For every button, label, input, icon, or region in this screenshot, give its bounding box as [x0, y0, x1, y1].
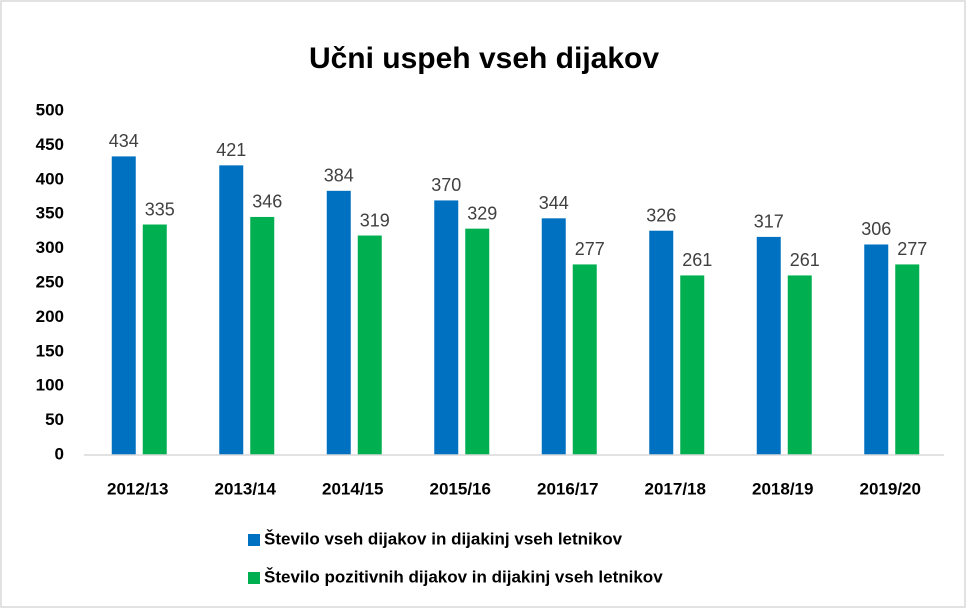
value-label: 329	[467, 203, 497, 223]
value-label: 344	[539, 193, 569, 213]
x-tick-label: 2018/19	[752, 479, 813, 498]
value-label: 384	[324, 166, 354, 186]
bar	[756, 236, 781, 455]
value-label: 261	[790, 250, 820, 270]
bar	[250, 216, 275, 455]
legend-swatch	[248, 534, 260, 546]
bar	[864, 244, 889, 455]
value-label: 434	[109, 131, 139, 151]
x-tick-label: 2013/14	[215, 479, 277, 498]
y-tick-label: 400	[36, 169, 64, 188]
bar	[219, 165, 244, 456]
value-label: 335	[145, 199, 175, 219]
x-tick-label: 2016/17	[537, 479, 598, 498]
y-tick-label: 200	[36, 307, 64, 326]
y-tick-label: 350	[36, 204, 64, 223]
bar	[357, 235, 382, 455]
y-tick-label: 50	[45, 410, 64, 429]
x-tick-label: 2015/16	[430, 479, 491, 498]
value-label: 277	[575, 239, 605, 259]
legend-swatch	[248, 572, 260, 584]
bar	[434, 200, 459, 455]
y-tick-label: 450	[36, 135, 64, 154]
x-tick-label: 2017/18	[645, 479, 706, 498]
value-label: 346	[252, 192, 282, 212]
bar	[649, 230, 674, 455]
value-label: 277	[897, 239, 927, 259]
y-tick-label: 100	[36, 376, 64, 395]
bar	[572, 264, 597, 455]
bar	[465, 228, 490, 455]
bar	[787, 275, 812, 455]
legend-label: Število vseh dijakov in dijakinj vseh le…	[264, 529, 623, 548]
x-tick-label: 2019/20	[860, 479, 921, 498]
bar	[326, 190, 351, 456]
y-tick-label: 0	[55, 444, 64, 463]
chart-title: Učni uspeh vseh dijakov	[309, 42, 659, 75]
value-label: 261	[682, 250, 712, 270]
x-tick-label: 2014/15	[322, 479, 383, 498]
legend-label: Število pozitivnih dijakov in dijakinj v…	[264, 567, 663, 586]
value-label: 326	[646, 205, 676, 225]
y-tick-label: 300	[36, 238, 64, 257]
y-tick-label: 250	[36, 272, 64, 291]
bar	[142, 224, 167, 455]
value-label: 317	[754, 212, 784, 232]
value-label: 370	[431, 175, 461, 195]
bar	[111, 156, 136, 455]
value-label: 306	[861, 219, 891, 239]
bar	[541, 218, 566, 455]
y-tick-label: 500	[36, 100, 64, 119]
bar	[680, 275, 705, 455]
x-tick-label: 2012/13	[107, 479, 168, 498]
value-label: 319	[360, 210, 390, 230]
bar	[895, 264, 920, 455]
y-tick-label: 150	[36, 341, 64, 360]
value-label: 421	[216, 140, 246, 160]
